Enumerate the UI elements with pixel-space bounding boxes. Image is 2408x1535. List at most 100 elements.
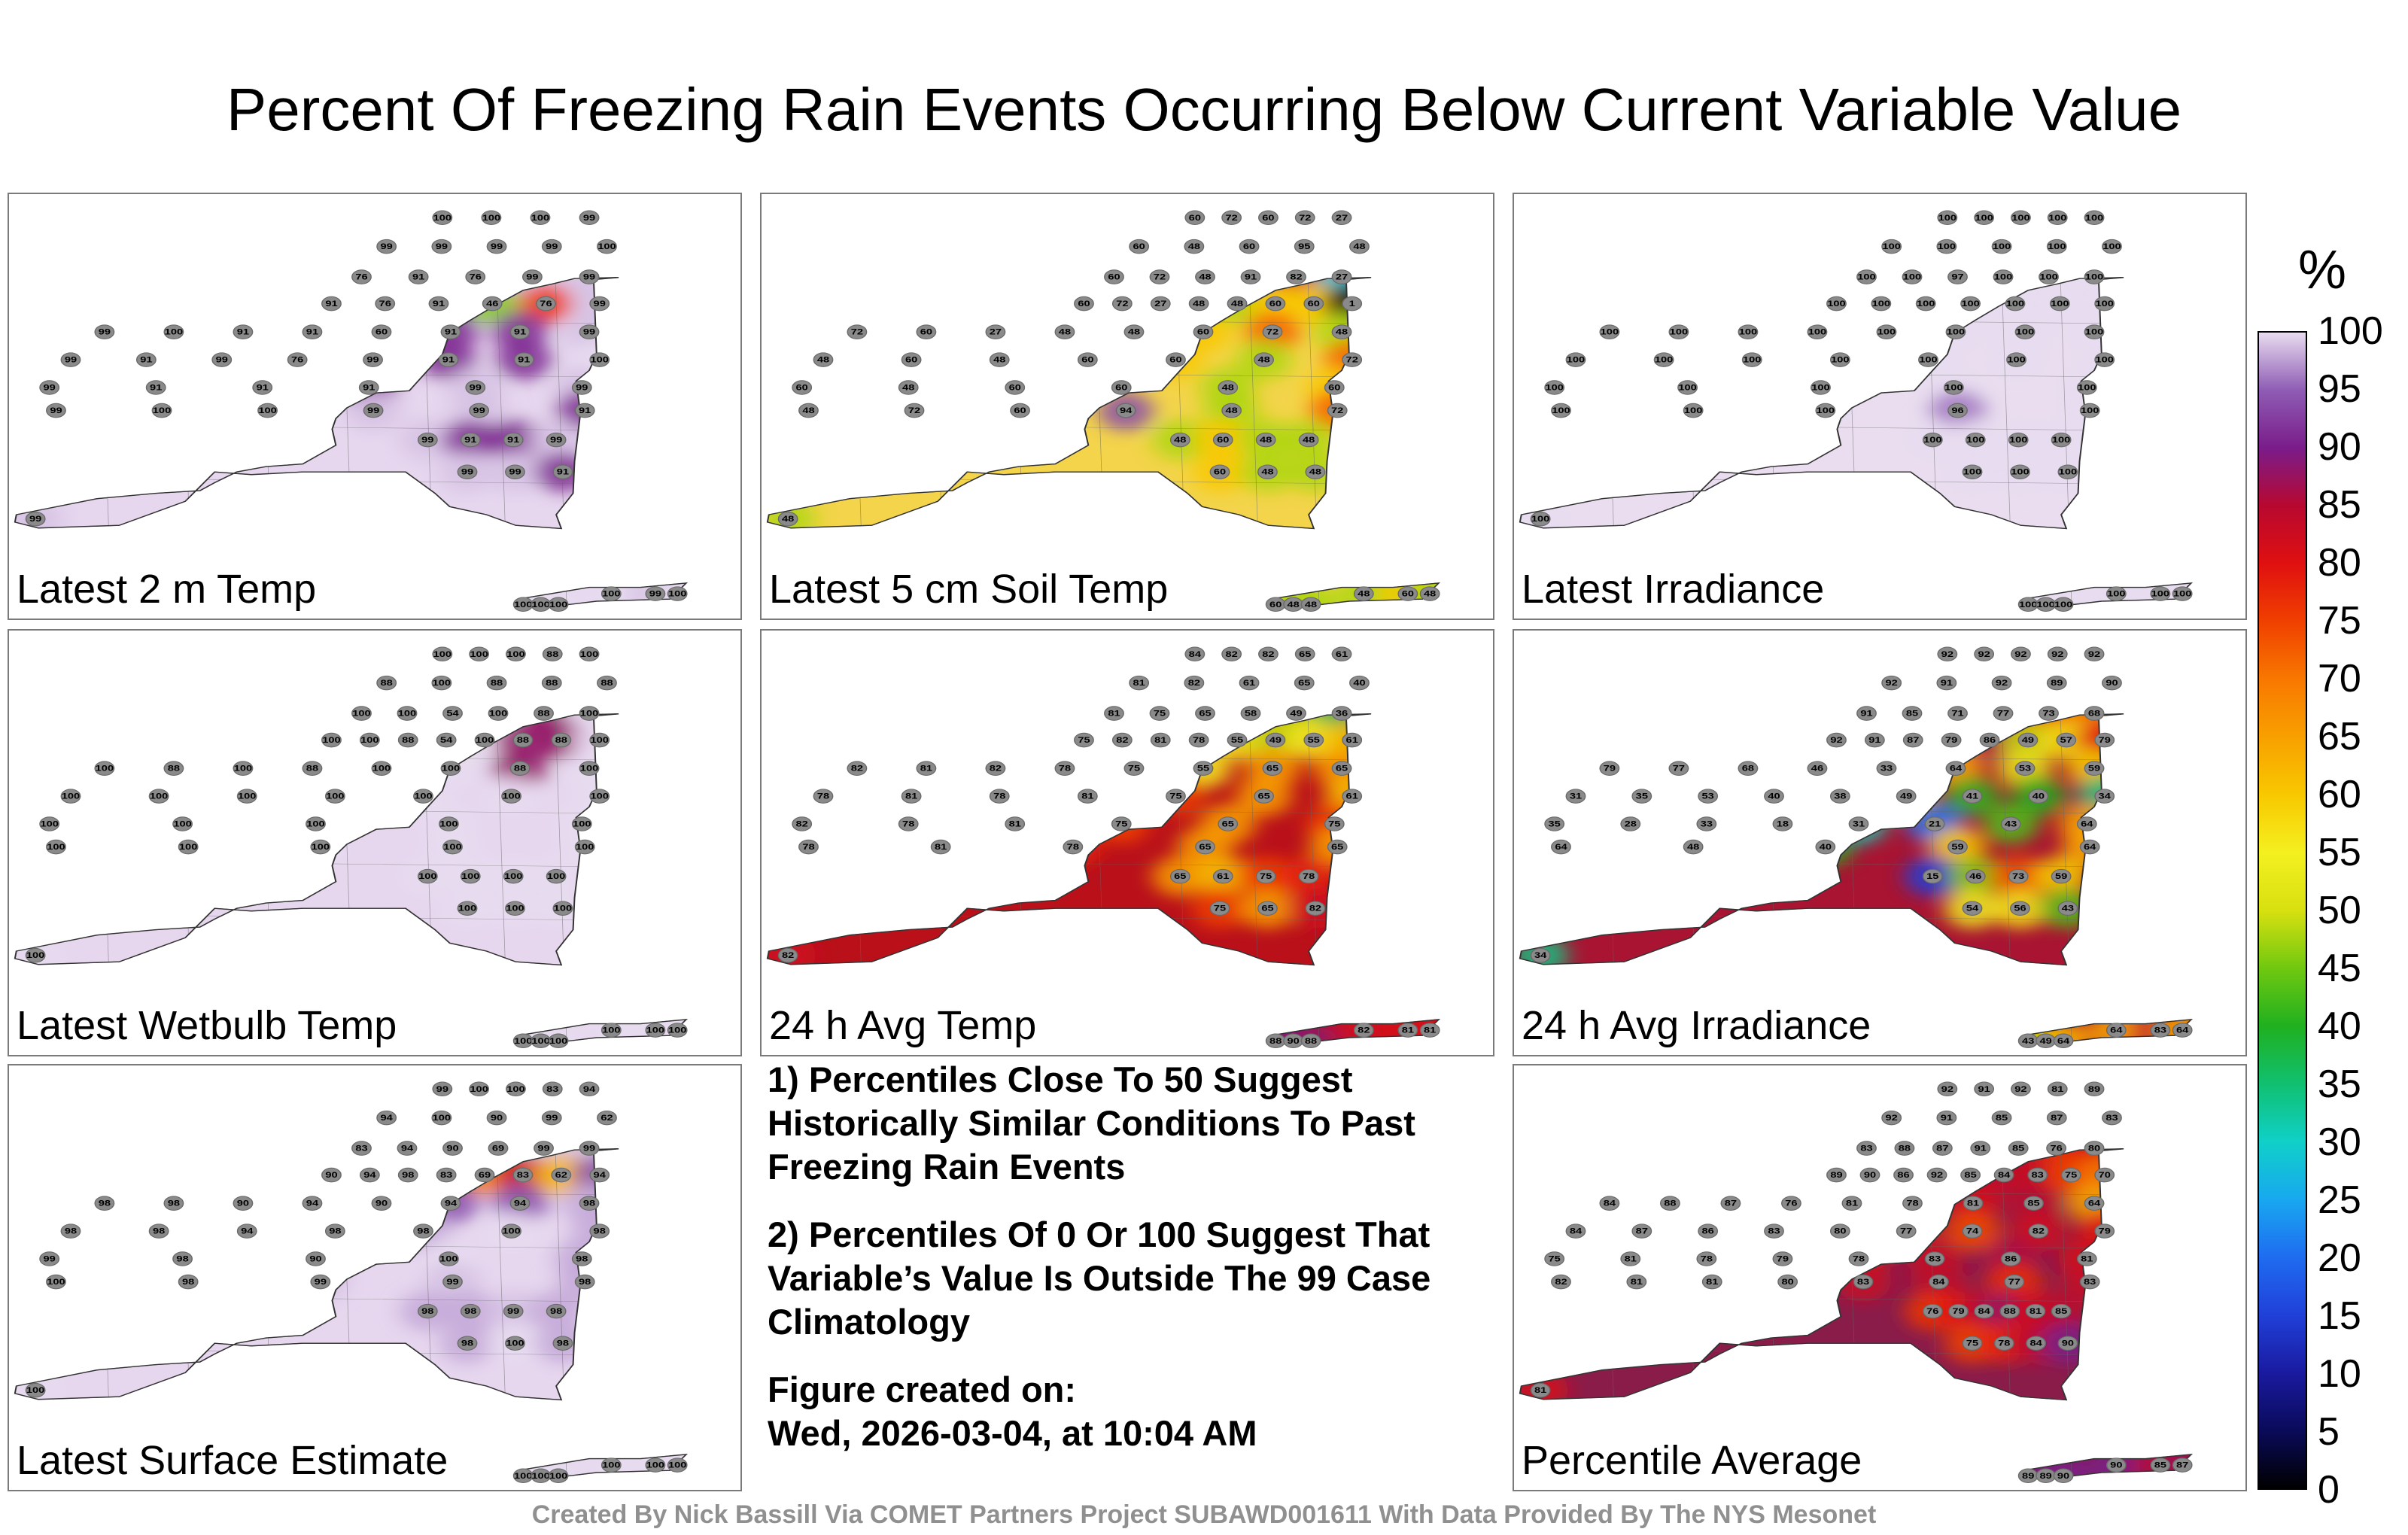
station-value: 100 (506, 1339, 524, 1348)
station-marker: 78 (1188, 732, 1209, 748)
station-value: 100 (1938, 242, 1956, 251)
station-value: 15 (1926, 871, 1938, 880)
station-dot (551, 732, 572, 748)
station-marker: 46 (482, 296, 503, 312)
station-value: 100 (326, 792, 344, 801)
station-marker: 98 (178, 1274, 199, 1290)
station-dot (503, 432, 524, 448)
station-value: 60 (905, 355, 917, 364)
station-value: 100 (433, 649, 451, 658)
station-dot (548, 597, 569, 612)
station-marker: 91 (1240, 269, 1261, 284)
station-value: 34 (1534, 950, 1547, 959)
station-marker: 54 (442, 706, 463, 721)
station-value: 90 (375, 1199, 388, 1208)
county-line (767, 477, 1439, 486)
station-value: 83 (546, 1084, 558, 1093)
panel-latest-surface-estimate: 99 100 100 83 94 94 100 90 99 62 83 94 90 69 99 99 90 94 9… (8, 1064, 742, 1491)
station-value: 100 (590, 792, 608, 801)
station-value: 62 (600, 1113, 613, 1122)
station-marker: 100 (236, 789, 257, 804)
station-marker: 99 (310, 1274, 331, 1290)
station-value: 98 (594, 1226, 606, 1236)
station-dot (145, 380, 166, 395)
county-line (767, 807, 1439, 816)
station-value: 65 (1299, 649, 1311, 658)
station-value: 60 (1108, 272, 1120, 281)
station-dot (172, 1251, 193, 1266)
station-marker: 100 (431, 675, 452, 691)
station-dot (1419, 586, 1440, 601)
county-line (767, 536, 1439, 545)
station-dot (989, 789, 1010, 804)
station-dot (1150, 296, 1171, 312)
county-line (1519, 477, 2191, 486)
station-dot (351, 269, 372, 284)
station-dot (1530, 511, 1551, 527)
station-value: 48 (1222, 383, 1234, 392)
station-value: 85 (1996, 1113, 2008, 1122)
station-marker: 60 (1005, 380, 1026, 395)
station-value: 88 (537, 709, 549, 718)
station-marker: 100 (597, 239, 617, 254)
station-marker: 99 (432, 1081, 453, 1097)
station-marker: 84 (2026, 1336, 2047, 1351)
station-marker: 100 (548, 1468, 569, 1484)
station-dot (1188, 296, 1209, 312)
station-dot (1974, 1303, 1995, 1319)
station-marker: 100 (1876, 324, 1897, 339)
station-value: 91 (464, 435, 476, 444)
station-marker: 81 (1620, 1251, 1641, 1266)
station-marker: 90 (1283, 1033, 1304, 1049)
station-value: 90 (237, 1199, 249, 1208)
station-marker: 92 (1926, 1167, 1947, 1183)
station-value: 100 (2036, 600, 2054, 609)
station-dot (645, 1457, 666, 1473)
station-dot (2105, 1457, 2127, 1473)
station-marker: 99 (505, 464, 525, 479)
station-dot (1841, 1196, 1862, 1211)
station-marker: 81 (2076, 1251, 2097, 1266)
station-marker: 60 (1010, 403, 1030, 418)
station-value: 99 (65, 355, 77, 364)
station-marker: 99 (39, 1251, 60, 1266)
station-value: 78 (902, 819, 914, 828)
station-dot (1896, 1223, 1917, 1239)
station-value: 100 (1545, 383, 1563, 392)
station-dot (1626, 1274, 1647, 1290)
station-marker: 86 (1979, 732, 2000, 748)
station-dot (1353, 586, 1374, 601)
colorbar-tick-label: 10 (2318, 1352, 2361, 1396)
station-dot (287, 352, 308, 367)
station-value: 60 (1014, 406, 1026, 415)
station-marker: 78 (1993, 1336, 2014, 1351)
station-marker: 1 (1342, 296, 1363, 312)
station-dot (1893, 1167, 1914, 1183)
station-marker: 99 (39, 380, 60, 395)
county-line (1519, 1242, 2191, 1251)
station-dot (1262, 324, 1283, 339)
station-value: 60 (1262, 213, 1274, 222)
station-value: 98 (464, 1306, 476, 1315)
station-marker: 48 (989, 352, 1010, 367)
station-marker: 72 (847, 324, 868, 339)
station-marker: 72 (904, 403, 925, 418)
station-dot (792, 816, 813, 831)
station-marker: 48 (1331, 324, 1352, 339)
station-marker: 58 (1240, 706, 1261, 721)
station-value: 100 (1938, 213, 1956, 222)
station-dot (442, 1274, 463, 1290)
station-marker: 48 (777, 511, 798, 527)
station-dot (469, 646, 490, 662)
station-value: 99 (473, 406, 485, 415)
station-dot (930, 839, 951, 855)
station-value: 83 (2032, 1170, 2044, 1179)
station-value: 48 (1257, 355, 1269, 364)
station-dot (2079, 839, 2100, 855)
station-value: 98 (65, 1226, 77, 1236)
station-dot (589, 732, 610, 748)
station-dot (2060, 1167, 2081, 1183)
station-value: 89 (2051, 678, 2063, 687)
station-dot (2025, 1303, 2046, 1319)
station-marker: 81 (1150, 732, 1171, 748)
